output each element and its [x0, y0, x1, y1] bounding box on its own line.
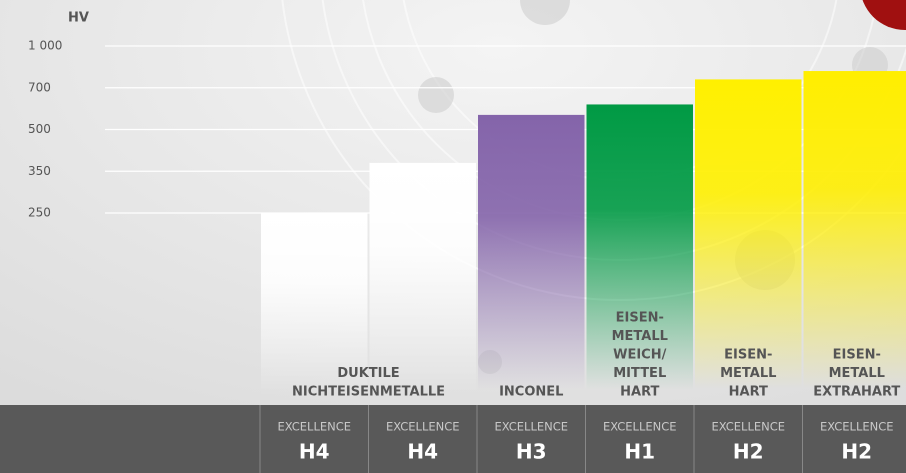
group-label: METALL [829, 366, 885, 381]
y-tick-label: 500 [28, 122, 51, 136]
y-tick-label: 1 000 [28, 39, 62, 53]
group-label: HART [729, 385, 768, 400]
chart: HV 250 350 500 700 1 000 EXCELLENCE H4 EXCELLEN… [0, 0, 906, 473]
x-tick-label: H2 [733, 440, 764, 464]
x-tick-label: H3 [516, 440, 547, 464]
category-prefix: EXCELLENCE [603, 420, 677, 434]
y-axis-label: HV [68, 11, 89, 26]
group-label: EXTRAHART [813, 385, 900, 400]
bottom-band [0, 405, 906, 473]
group-label: HART [620, 385, 659, 400]
group-label: INCONEL [499, 385, 563, 400]
y-tick-label: 700 [28, 80, 51, 94]
y-tick-label: 350 [28, 164, 51, 178]
category-prefix: EXCELLENCE [494, 420, 568, 434]
category-prefix: EXCELLENCE [386, 420, 460, 434]
x-tick-label: H4 [407, 440, 438, 464]
group-label: NICHTEISENMETALLE [292, 385, 445, 400]
group-label: EISEN- [833, 348, 881, 363]
group-label: METALL [612, 329, 668, 344]
x-tick-label: H2 [841, 440, 872, 464]
category-prefix: EXCELLENCE [711, 420, 785, 434]
group-label: METALL [720, 366, 776, 381]
category-prefix: EXCELLENCE [277, 420, 351, 434]
category-prefix: EXCELLENCE [820, 420, 894, 434]
group-label: WEICH/ [613, 348, 666, 363]
x-tick-label: H1 [624, 440, 655, 464]
group-label: EISEN- [616, 311, 664, 326]
bar [478, 115, 585, 405]
x-tick-label: H4 [299, 440, 330, 464]
y-tick-label: 250 [28, 206, 51, 220]
group-label: DUKTILE [337, 366, 399, 381]
group-label: EISEN- [724, 348, 772, 363]
group-label: MITTEL [613, 366, 666, 381]
